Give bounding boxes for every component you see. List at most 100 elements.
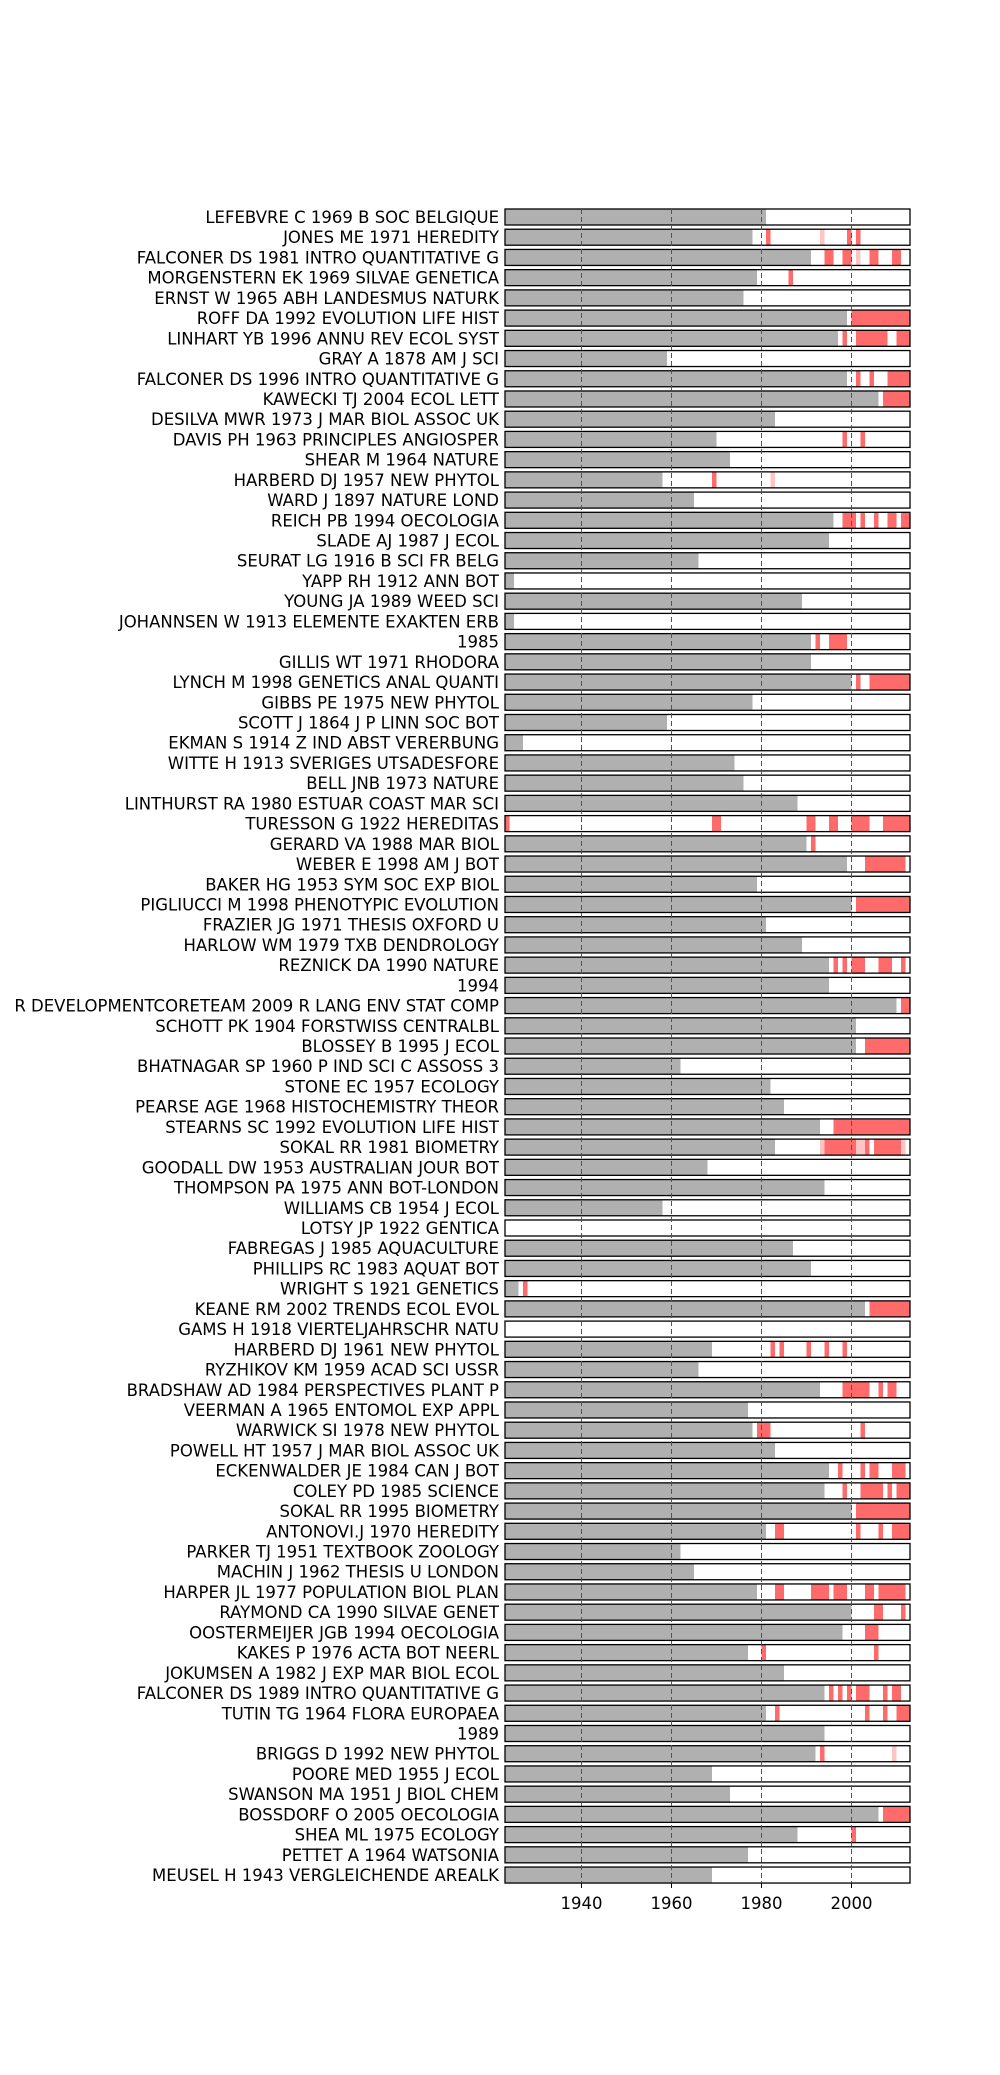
burst-segment <box>842 512 856 529</box>
faint-burst-segment <box>820 229 825 246</box>
burst-segment <box>811 835 816 852</box>
row-label: WEBER E 1998 AM J BOT <box>296 855 500 874</box>
burst-segment <box>860 431 865 448</box>
row-label: 1994 <box>457 976 499 995</box>
burst-segment <box>806 815 816 832</box>
active-span-bar <box>505 1685 825 1702</box>
active-span-bar <box>505 775 744 792</box>
row-frame <box>504 531 911 550</box>
burst-segment <box>883 1685 888 1702</box>
row-frame <box>504 1300 911 1318</box>
faint-burst-segment <box>770 471 775 488</box>
active-span-bar <box>505 1846 748 1863</box>
reference-row: REZNICK DA 1990 NATURE <box>278 956 911 975</box>
row-frame <box>504 228 911 246</box>
row-frame <box>504 1805 911 1824</box>
row-frame <box>504 1866 911 1884</box>
reference-row: SOKAL RR 1981 BIOMETRY <box>279 1138 911 1157</box>
burst-segment <box>865 856 906 873</box>
reference-row: LINTHURST RA 1980 ESTUAR COAST MAR SCI <box>125 794 911 813</box>
active-span-bar <box>505 1664 784 1681</box>
burst-segment <box>829 815 838 832</box>
burst-segment <box>869 370 874 387</box>
row-frame <box>504 349 911 368</box>
reference-row: 1985 <box>457 633 911 652</box>
reference-row: BRIGGS D 1992 NEW PHYTOL <box>256 1745 911 1764</box>
active-span-bar <box>505 1604 852 1621</box>
burst-segment <box>883 1705 888 1722</box>
burst-segment <box>883 1806 910 1823</box>
active-span-bar <box>505 1826 798 1843</box>
row-frame <box>504 1563 911 1581</box>
active-span-bar <box>505 370 847 387</box>
burst-segment <box>775 1583 784 1600</box>
faint-burst-segment <box>856 249 861 266</box>
burst-segment <box>901 997 910 1014</box>
row-label: RAYMOND CA 1990 SILVAE GENET <box>219 1603 500 1622</box>
row-label: RYZHIKOV KM 1959 ACAD SCI USSR <box>205 1361 499 1380</box>
active-span-bar <box>505 1139 775 1156</box>
active-span-bar <box>505 532 829 549</box>
row-label: FABREGAS J 1985 AQUACULTURE <box>228 1239 499 1258</box>
row-label: BAKER HG 1953 SYM SOC EXP BIOL <box>205 875 500 894</box>
row-frame <box>504 814 911 833</box>
reference-row: SWANSON MA 1951 J BIOL CHEM <box>228 1785 911 1804</box>
row-label: JOKUMSEN A 1982 J EXP MAR BIOL ECOL <box>164 1664 500 1683</box>
row-frame <box>504 370 911 388</box>
row-label: GIBBS PE 1975 NEW PHYTOL <box>261 693 499 712</box>
reference-row: YOUNG JA 1989 WEED SCI <box>283 592 911 611</box>
row-frame <box>504 1219 911 1237</box>
burst-segment <box>869 1462 879 1479</box>
active-span-bar <box>505 471 663 488</box>
reference-row: MEUSEL H 1943 VERGLEICHENDE AREALK <box>152 1866 911 1885</box>
row-frame <box>504 1846 911 1864</box>
active-span-bar <box>505 1098 784 1115</box>
reference-row: OOSTERMEIJER JGB 1994 OECOLOGIA <box>189 1623 911 1642</box>
burst-segment <box>865 1583 874 1600</box>
row-frame <box>504 1199 911 1217</box>
row-label: FRAZIER JG 1971 THESIS OXFORD U <box>203 916 499 935</box>
reference-row: 1989 <box>457 1724 911 1744</box>
reference-row: DAVIS PH 1963 PRINCIPLES ANGIOSPER <box>173 430 911 449</box>
row-label: DAVIS PH 1963 PRINCIPLES ANGIOSPER <box>173 430 499 449</box>
row-label: KEANE RM 2002 TRENDS ECOL EVOL <box>195 1300 500 1319</box>
row-label: SCHOTT PK 1904 FORSTWISS CENTRALBL <box>155 1017 500 1036</box>
active-span-bar <box>505 835 807 852</box>
reference-row: LEFEBVRE C 1969 B SOC BELGIQUE <box>205 208 911 227</box>
burst-segment <box>523 1280 528 1297</box>
burst-segment <box>869 674 910 691</box>
row-frame <box>504 976 911 995</box>
reference-row: LINHART YB 1996 ANNU REV ECOL SYST <box>167 329 911 348</box>
reference-row: FABREGAS J 1985 AQUACULTURE <box>228 1239 911 1258</box>
active-span-bar <box>505 229 753 246</box>
reference-row: GOODALL DW 1953 AUSTRALIAN JOUR BOT <box>142 1158 911 1177</box>
reference-row: TURESSON G 1922 HEREDITAS <box>244 814 911 834</box>
active-span-bar <box>505 633 811 650</box>
row-label: POWELL HT 1957 J MAR BIOL ASSOC UK <box>170 1441 500 1460</box>
reference-row: PIGLIUCCI M 1998 PHENOTYPIC EVOLUTION <box>140 895 911 914</box>
burst-segment <box>878 957 892 974</box>
row-frame <box>504 1401 911 1419</box>
active-span-bar <box>505 653 811 670</box>
row-label: PARKER TJ 1951 TEXTBOOK ZOOLOGY <box>186 1543 500 1562</box>
active-span-bar <box>505 795 798 812</box>
active-span-bar <box>505 734 523 751</box>
reference-row: 1994 <box>457 976 911 995</box>
row-frame <box>504 1542 911 1561</box>
row-frame <box>504 1664 911 1682</box>
row-label: DESILVA MWR 1973 J MAR BIOL ASSOC UK <box>151 410 500 429</box>
row-label: BLOSSEY B 1995 J ECOL <box>301 1037 499 1056</box>
burst-segment <box>896 1482 910 1499</box>
row-frame <box>504 1724 911 1743</box>
row-label: TURESSON G 1922 HEREDITAS <box>244 815 499 834</box>
active-span-bar <box>505 1280 519 1297</box>
row-frame <box>504 491 911 509</box>
row-label: 1985 <box>457 633 499 652</box>
row-label: GAMS H 1918 VIERTELJAHRSCHR NATU <box>178 1320 499 1339</box>
row-label: JOHANNSEN W 1913 ELEMENTE EXAKTEN ERB <box>118 612 499 631</box>
burst-segment <box>856 1685 870 1702</box>
reference-row: WARWICK SI 1978 NEW PHYTOL <box>236 1421 911 1440</box>
row-label: LINTHURST RA 1980 ESTUAR COAST MAR SCI <box>125 794 499 813</box>
active-span-bar <box>505 714 667 731</box>
